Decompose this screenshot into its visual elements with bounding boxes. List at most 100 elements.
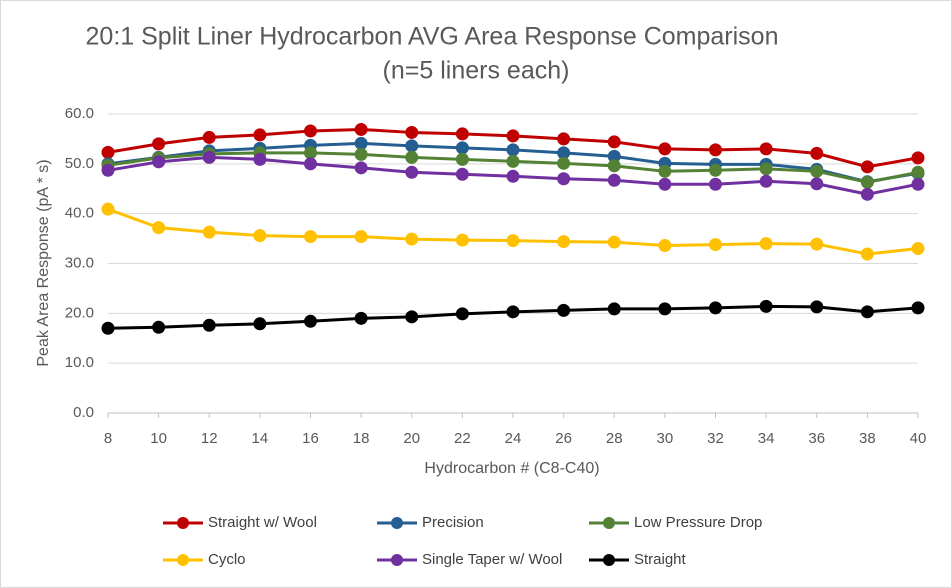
legend-label: Single Taper w/ Wool	[422, 551, 562, 568]
x-tick-label: 24	[505, 430, 522, 447]
data-point	[202, 225, 216, 239]
x-tick-label: 28	[606, 430, 623, 447]
data-point	[759, 237, 773, 251]
data-point	[506, 169, 520, 183]
data-point	[607, 135, 621, 149]
chart-title: 20:1 Split Liner Hydrocarbon AVG Area Re…	[86, 23, 779, 51]
x-tick-label: 20	[403, 430, 420, 447]
data-point	[405, 150, 419, 164]
data-point	[759, 174, 773, 188]
data-point	[709, 177, 722, 191]
data-point	[810, 300, 824, 314]
data-point	[304, 124, 317, 138]
data-point	[759, 299, 773, 313]
data-point	[455, 307, 469, 321]
data-point	[304, 230, 317, 244]
data-point	[709, 163, 722, 177]
data-point	[506, 143, 520, 157]
legend-label: Low Pressure Drop	[634, 514, 762, 531]
data-point	[253, 317, 267, 331]
data-point	[658, 177, 672, 191]
data-point	[405, 125, 419, 139]
data-point	[304, 146, 317, 160]
data-point	[557, 156, 571, 170]
data-point	[101, 163, 115, 177]
x-tick-label: 22	[454, 430, 471, 447]
data-point	[607, 173, 621, 187]
data-point	[253, 229, 267, 243]
chart-subtitle: (n=5 liners each)	[383, 57, 570, 85]
data-point	[455, 127, 469, 141]
data-point	[202, 318, 216, 332]
data-point	[911, 177, 925, 191]
x-tick-label: 32	[707, 430, 724, 447]
data-point	[506, 129, 520, 143]
data-point	[860, 175, 874, 189]
x-tick-label: 40	[910, 430, 927, 447]
x-tick-label: 38	[859, 430, 876, 447]
legend-label: Precision	[422, 514, 484, 531]
legend-marker	[391, 554, 403, 566]
x-tick-label: 26	[555, 430, 572, 447]
data-point	[557, 235, 571, 249]
data-point	[405, 232, 419, 246]
data-point	[658, 239, 672, 253]
data-point	[911, 242, 925, 256]
data-point	[709, 238, 722, 252]
data-point	[860, 187, 874, 201]
legend-marker	[177, 517, 189, 529]
legend-label: Straight	[634, 551, 687, 568]
y-tick-label: 50.0	[65, 155, 94, 172]
legend-label: Straight w/ Wool	[208, 514, 317, 531]
data-point	[152, 221, 166, 235]
y-tick-label: 10.0	[65, 354, 94, 371]
data-point	[405, 310, 419, 324]
x-tick-label: 8	[104, 430, 112, 447]
data-point	[506, 305, 520, 319]
x-tick-label: 12	[201, 430, 218, 447]
data-point	[911, 151, 925, 165]
data-point	[557, 303, 571, 317]
y-tick-label: 0.0	[73, 404, 94, 421]
data-point	[304, 157, 317, 171]
data-point	[810, 164, 824, 178]
x-tick-label: 14	[252, 430, 269, 447]
data-point	[759, 162, 773, 176]
data-point	[658, 302, 672, 316]
data-point	[607, 235, 621, 249]
legend-marker	[603, 554, 615, 566]
data-point	[354, 136, 368, 150]
legend-marker	[177, 554, 189, 566]
legend-marker	[391, 517, 403, 529]
x-tick-label: 10	[150, 430, 167, 447]
data-point	[354, 147, 368, 161]
y-tick-label: 40.0	[65, 205, 94, 222]
data-point	[152, 320, 166, 334]
data-point	[455, 141, 469, 155]
x-tick-label: 36	[808, 430, 825, 447]
data-point	[354, 311, 368, 325]
data-point	[607, 302, 621, 316]
data-point	[202, 150, 216, 164]
data-point	[810, 237, 824, 251]
data-point	[709, 143, 722, 157]
x-tick-label: 18	[353, 430, 370, 447]
y-axis-label: Peak Area Response (pA * s)	[35, 159, 52, 366]
data-point	[860, 247, 874, 261]
data-point	[152, 155, 166, 169]
data-point	[810, 146, 824, 160]
y-tick-label: 60.0	[65, 105, 94, 122]
data-point	[455, 167, 469, 181]
data-point	[354, 161, 368, 175]
x-tick-label: 34	[758, 430, 775, 447]
data-point	[759, 142, 773, 156]
data-point	[810, 177, 824, 191]
data-point	[709, 301, 722, 315]
data-point	[911, 301, 925, 315]
legend-label: Cyclo	[208, 551, 246, 568]
data-point	[354, 122, 368, 136]
data-point	[152, 137, 166, 151]
data-point	[101, 145, 115, 159]
